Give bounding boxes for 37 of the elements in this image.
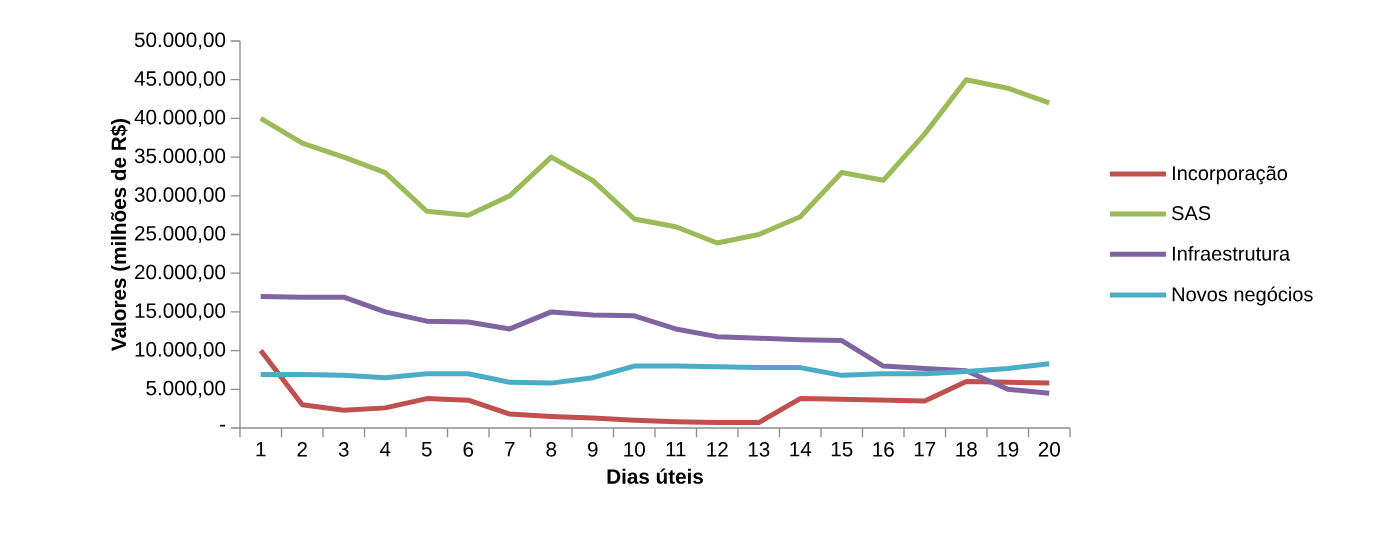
x-axis-title: Dias úteis (607, 468, 703, 484)
legend-label: SAS (1172, 206, 1211, 221)
y-tick-label: 15.000,00 (135, 303, 226, 321)
x-tick-label: 19 (997, 442, 1019, 457)
x-tick-label: 6 (463, 442, 474, 457)
y-tick-label: 40.000,00 (134, 109, 226, 127)
x-tick-label: 15 (831, 442, 853, 457)
x-tick-label: 2 (297, 442, 307, 457)
x-tick-label: 4 (379, 442, 391, 457)
x-tick-label: 11 (666, 442, 686, 457)
y-tick-label: 25.000,00 (135, 225, 226, 244)
legend-label: Infraestrutura (1172, 246, 1291, 261)
y-tick-label: 10.000,00 (135, 342, 226, 360)
x-tick-label: 18 (956, 442, 977, 457)
x-tick-label: 13 (748, 442, 770, 457)
x-tick-label: 9 (587, 442, 598, 457)
x-tick-label: 5 (421, 442, 432, 457)
y-axis-title: Valores (milhões de R$) (110, 118, 131, 351)
x-tick-label: 3 (338, 442, 349, 457)
y-tick-label: 35.000,00 (134, 148, 226, 166)
legend-label: Incorporação (1172, 165, 1288, 185)
x-tick-label: 17 (914, 442, 936, 457)
y-tick-label: - (220, 424, 226, 427)
x-tick-label: 20 (1038, 442, 1060, 457)
x-tick-label: 8 (546, 442, 557, 457)
x-tick-label: 7 (505, 442, 515, 457)
x-tick-label: 1 (256, 442, 266, 457)
x-tick-label: 16 (873, 442, 894, 457)
legend-label: Novos negócios (1172, 286, 1313, 306)
y-tick-label: 45.000,00 (134, 71, 226, 89)
x-tick-label: 14 (790, 442, 812, 457)
x-tick-label: 12 (707, 442, 728, 457)
y-tick-label: 30.000,00 (134, 187, 226, 205)
x-tick-label: 10 (624, 442, 645, 457)
y-tick-label: 5.000,00 (146, 380, 226, 398)
y-tick-label: 50.000,00 (134, 32, 226, 50)
y-tick-label: 20.000,00 (135, 264, 226, 282)
